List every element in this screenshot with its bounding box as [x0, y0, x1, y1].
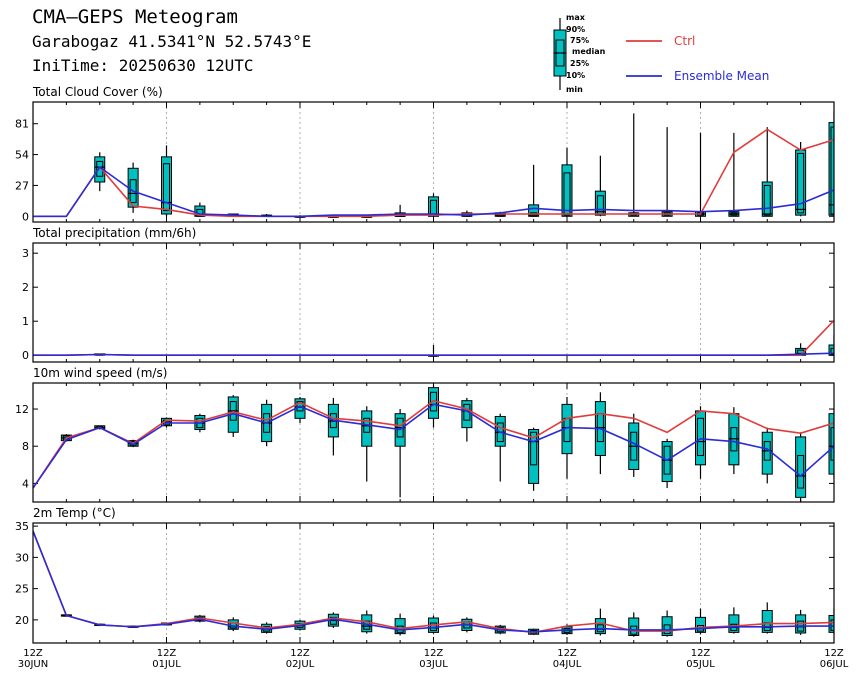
box-group — [33, 384, 834, 502]
x-tick-label: 12Z — [691, 648, 711, 659]
y-tick-label: 25 — [15, 583, 29, 596]
location-label: Garabogaz 41.5341°N 52.5743°E — [32, 32, 312, 51]
box-inner — [163, 163, 170, 212]
box-inner — [830, 619, 834, 631]
ctrl-line — [33, 319, 834, 357]
box-outer — [761, 610, 773, 633]
box-group — [33, 319, 834, 357]
legend-box-label: median — [572, 47, 606, 56]
y-tick-label: 20 — [15, 614, 29, 627]
legend-box-label: max — [566, 13, 586, 22]
x-tick-label: 12Z — [824, 648, 844, 659]
legend-box-label: 10% — [566, 71, 585, 80]
box-group — [33, 111, 834, 218]
box-outer — [695, 616, 706, 633]
legend-box-label: min — [566, 85, 583, 94]
ctrl-line — [33, 399, 834, 489]
x-tick-label: 12Z — [424, 648, 444, 659]
panel-title: Total precipitation (mm/6h) — [32, 226, 196, 240]
legend-box-label: 25% — [570, 59, 589, 68]
y-tick-label: 27 — [15, 179, 29, 192]
init-time-label: IniTime: 20250630 12UTC — [32, 56, 254, 75]
legend-mean-label: Ensemble Mean — [674, 69, 769, 83]
box-inner — [830, 126, 834, 215]
legend-ctrl-label: Ctrl — [674, 34, 695, 48]
y-tick-label: 3 — [22, 247, 29, 260]
panel-frame — [32, 101, 835, 223]
x-tick-label: 30JUN — [18, 659, 48, 670]
x-tick-label: 12Z — [557, 648, 577, 659]
x-tick-label: 12Z — [290, 648, 310, 659]
y-tick-label: 12 — [15, 403, 29, 416]
x-tick-label: 04JUL — [553, 659, 582, 670]
y-tick-label: 81 — [15, 118, 29, 131]
y-tick-label: 54 — [15, 149, 29, 162]
box-inner — [797, 455, 805, 489]
box-inner — [430, 199, 437, 216]
x-tick-label: 02JUL — [286, 659, 315, 670]
legend-box-label: 90% — [566, 25, 585, 34]
y-tick-label: 30 — [15, 551, 29, 564]
box-outer — [728, 614, 740, 633]
x-tick-label: 12Z — [157, 648, 177, 659]
box-inner — [697, 417, 704, 457]
y-tick-label: 1 — [22, 315, 29, 328]
box-group — [33, 530, 834, 637]
x-tick-label: 05JUL — [686, 659, 715, 670]
box-inner — [830, 347, 834, 356]
ensemble-mean-line — [33, 530, 834, 633]
y-tick-label: 0 — [22, 210, 29, 223]
chart-title: CMA—GEPS Meteogram — [32, 6, 238, 28]
panel-title: Total Cloud Cover (%) — [32, 85, 163, 99]
box-inner — [530, 431, 538, 466]
legend-box-label: 75% — [570, 36, 589, 45]
ensemble-mean-line — [33, 165, 834, 218]
y-tick-label: 0 — [22, 349, 29, 362]
x-tick-label: 01JUL — [152, 659, 181, 670]
ensemble-mean-line — [33, 352, 834, 357]
x-tick-label: 12Z — [23, 648, 43, 659]
box-inner — [763, 184, 771, 216]
panel-frame — [32, 522, 835, 644]
box-inner — [830, 427, 834, 461]
ensemble-mean-line — [33, 403, 834, 489]
box-inner — [797, 152, 805, 214]
y-tick-label: 35 — [15, 520, 29, 533]
y-tick-label: 4 — [22, 477, 29, 490]
panel-title: 10m wind speed (m/s) — [33, 366, 167, 380]
panel-title: 2m Temp (°C) — [33, 506, 116, 520]
panel-frame — [32, 242, 835, 363]
panel-frame — [32, 382, 835, 503]
y-tick-label: 8 — [22, 440, 29, 453]
x-tick-label: 06JUL — [820, 659, 849, 670]
box-inner — [563, 172, 571, 216]
x-tick-label: 03JUL — [419, 659, 448, 670]
box-inner — [563, 417, 571, 443]
y-tick-label: 2 — [22, 281, 29, 294]
